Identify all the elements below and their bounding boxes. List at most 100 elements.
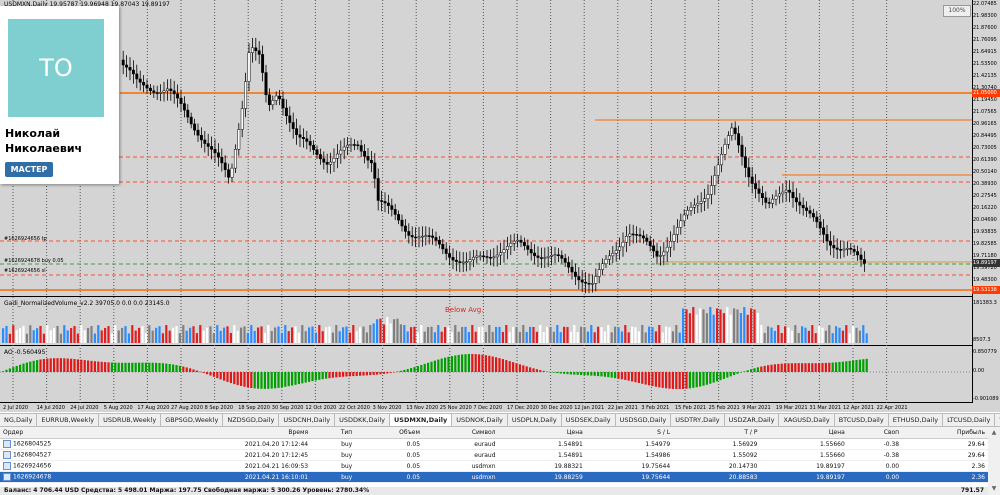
- indicator-axis-label: 0.850779: [973, 349, 997, 355]
- table-row[interactable]: 1626804525 2021.04.20 17:12:44 buy 0.05 eura…: [0, 438, 988, 450]
- table-row[interactable]: 1626924678 2021.04.21 16:10:01 buy 0.05 usdm…: [0, 471, 988, 483]
- chart-tab[interactable]: USDCNH,Daily: [279, 414, 336, 426]
- candle-body: [856, 251, 860, 256]
- candle-body: [594, 276, 598, 284]
- column-header[interactable]: S / L: [585, 427, 674, 439]
- ao-bar: [447, 356, 450, 372]
- chart-tab[interactable]: USDSGD,Daily: [616, 414, 672, 426]
- price-tick-label: 21.07565: [973, 109, 997, 115]
- price-tick-label: 21.76095: [973, 37, 997, 43]
- column-header[interactable]: Цена: [498, 427, 586, 439]
- chart-tab[interactable]: XAGUSD,Daily: [779, 414, 835, 426]
- chart-tab[interactable]: NG,Daily: [0, 414, 38, 426]
- chart-tab[interactable]: USDTRY,Daily: [671, 414, 725, 426]
- chart-tab[interactable]: USDZAR,Daily: [725, 414, 780, 426]
- table-cell: 1.55092: [673, 449, 761, 461]
- candle-body: [709, 185, 713, 195]
- order-icon: [3, 473, 11, 481]
- column-header[interactable]: Время: [136, 427, 312, 439]
- table-cell: 0.05: [355, 438, 424, 450]
- ao-bar: [59, 358, 62, 372]
- column-header[interactable]: Цена: [760, 427, 848, 439]
- candle-body: [298, 134, 302, 138]
- volume-bar: [287, 331, 290, 343]
- candle-body: [206, 143, 210, 147]
- candle-body: [740, 144, 744, 157]
- volume-bar: [76, 333, 79, 343]
- ao-bar: [87, 360, 90, 372]
- volume-bar: [777, 325, 780, 343]
- column-header[interactable]: Символ: [423, 427, 499, 439]
- table-cell: 2021.04.21 16:09:53: [136, 460, 312, 472]
- column-header[interactable]: T / P: [673, 427, 761, 439]
- chart-tab[interactable]: USDPLN,Daily: [508, 414, 562, 426]
- chart-tab[interactable]: USDDKK,Daily: [335, 414, 391, 426]
- volume-bar: [110, 333, 113, 343]
- ao-bar: [855, 360, 858, 372]
- candle-body: [638, 234, 642, 237]
- table-row[interactable]: 1626804527 2021.04.20 17:12:45 buy 0.05 eura…: [0, 449, 988, 461]
- chart-tab[interactable]: EURRUB,Weekly: [37, 414, 100, 426]
- volume-bar: [195, 333, 198, 343]
- indicator1-label: Gadi_NormalizedVolume_v2.2 39705.0 0.0 0…: [4, 300, 170, 307]
- date-tick-label: 13 Nov 2020: [406, 405, 439, 411]
- chart-tab[interactable]: BTCUSD,Daily: [835, 414, 889, 426]
- ao-bar: [253, 372, 256, 389]
- ao-bar: [736, 372, 739, 374]
- volume-bar: [389, 323, 392, 343]
- volume-bar: [457, 331, 460, 343]
- candle-body: [434, 237, 438, 241]
- chart-tab[interactable]: USDSEK,Daily: [562, 414, 616, 426]
- ao-bar: [862, 359, 865, 372]
- chart-canvas[interactable]: [0, 0, 1000, 412]
- volume-bar: [620, 331, 623, 343]
- column-header[interactable]: Прибыль: [902, 427, 988, 439]
- chart-tab[interactable]: USDRUB,Weekly: [99, 414, 162, 426]
- volume-bar: [87, 328, 90, 343]
- candle-body: [696, 203, 700, 206]
- chart-tab[interactable]: GBPSGD,Weekly: [161, 414, 224, 426]
- ao-bar: [233, 372, 236, 385]
- volume-bar: [658, 325, 661, 343]
- candle-body: [403, 225, 407, 232]
- volume-bar: [736, 309, 739, 343]
- volume-bar: [841, 330, 844, 343]
- candle-body: [703, 198, 707, 202]
- volume-bar: [675, 325, 678, 343]
- zoom-level[interactable]: 100%: [943, 5, 971, 17]
- chart-tab[interactable]: WTI,Daily: [995, 414, 1000, 426]
- volume-bar: [433, 332, 436, 343]
- chart-tab[interactable]: ETHUSD,Daily: [889, 414, 944, 426]
- column-header[interactable]: Тип: [311, 427, 356, 439]
- chart-window[interactable]: USDMXN,Daily 19.95787 19.96948 19.87043 …: [0, 0, 1000, 412]
- chart-tab[interactable]: USDMXN,Daily: [390, 414, 453, 426]
- scroll-down-icon[interactable]: ▼: [991, 485, 997, 492]
- chart-tab[interactable]: USDNOK,Daily: [452, 414, 508, 426]
- table-cell: 19.89197: [760, 460, 848, 472]
- date-tick-label: 2 Jul 2020: [3, 405, 29, 411]
- ao-bar: [124, 362, 127, 372]
- terminal-scrollbar[interactable]: ▲ ▼: [988, 427, 1000, 495]
- ao-bar: [753, 368, 756, 372]
- candle-body: [658, 255, 662, 257]
- volume-bar: [471, 325, 474, 343]
- column-header[interactable]: Своп: [847, 427, 903, 439]
- chart-tab[interactable]: NZDSGD,Daily: [223, 414, 280, 426]
- volume-bar: [845, 325, 848, 343]
- volume-bar: [328, 326, 331, 343]
- column-header[interactable]: Ордер: [0, 427, 137, 439]
- ao-bar: [471, 354, 474, 372]
- table-cell: 1626804527: [0, 449, 137, 461]
- table-row[interactable]: 1626924656 2021.04.21 16:09:53 buy 0.05 usdm…: [0, 460, 988, 472]
- column-header[interactable]: Объем: [355, 427, 424, 439]
- scroll-up-icon[interactable]: ▲: [991, 429, 997, 436]
- candle-body: [291, 122, 295, 129]
- candle-body: [794, 197, 798, 203]
- chart-tab[interactable]: LTCUSD,Daily: [943, 414, 996, 426]
- volume-bar: [359, 327, 362, 343]
- candle-body: [254, 47, 258, 51]
- volume-bar: [253, 330, 256, 343]
- volume-bar: [97, 325, 100, 343]
- volume-bar: [192, 326, 195, 343]
